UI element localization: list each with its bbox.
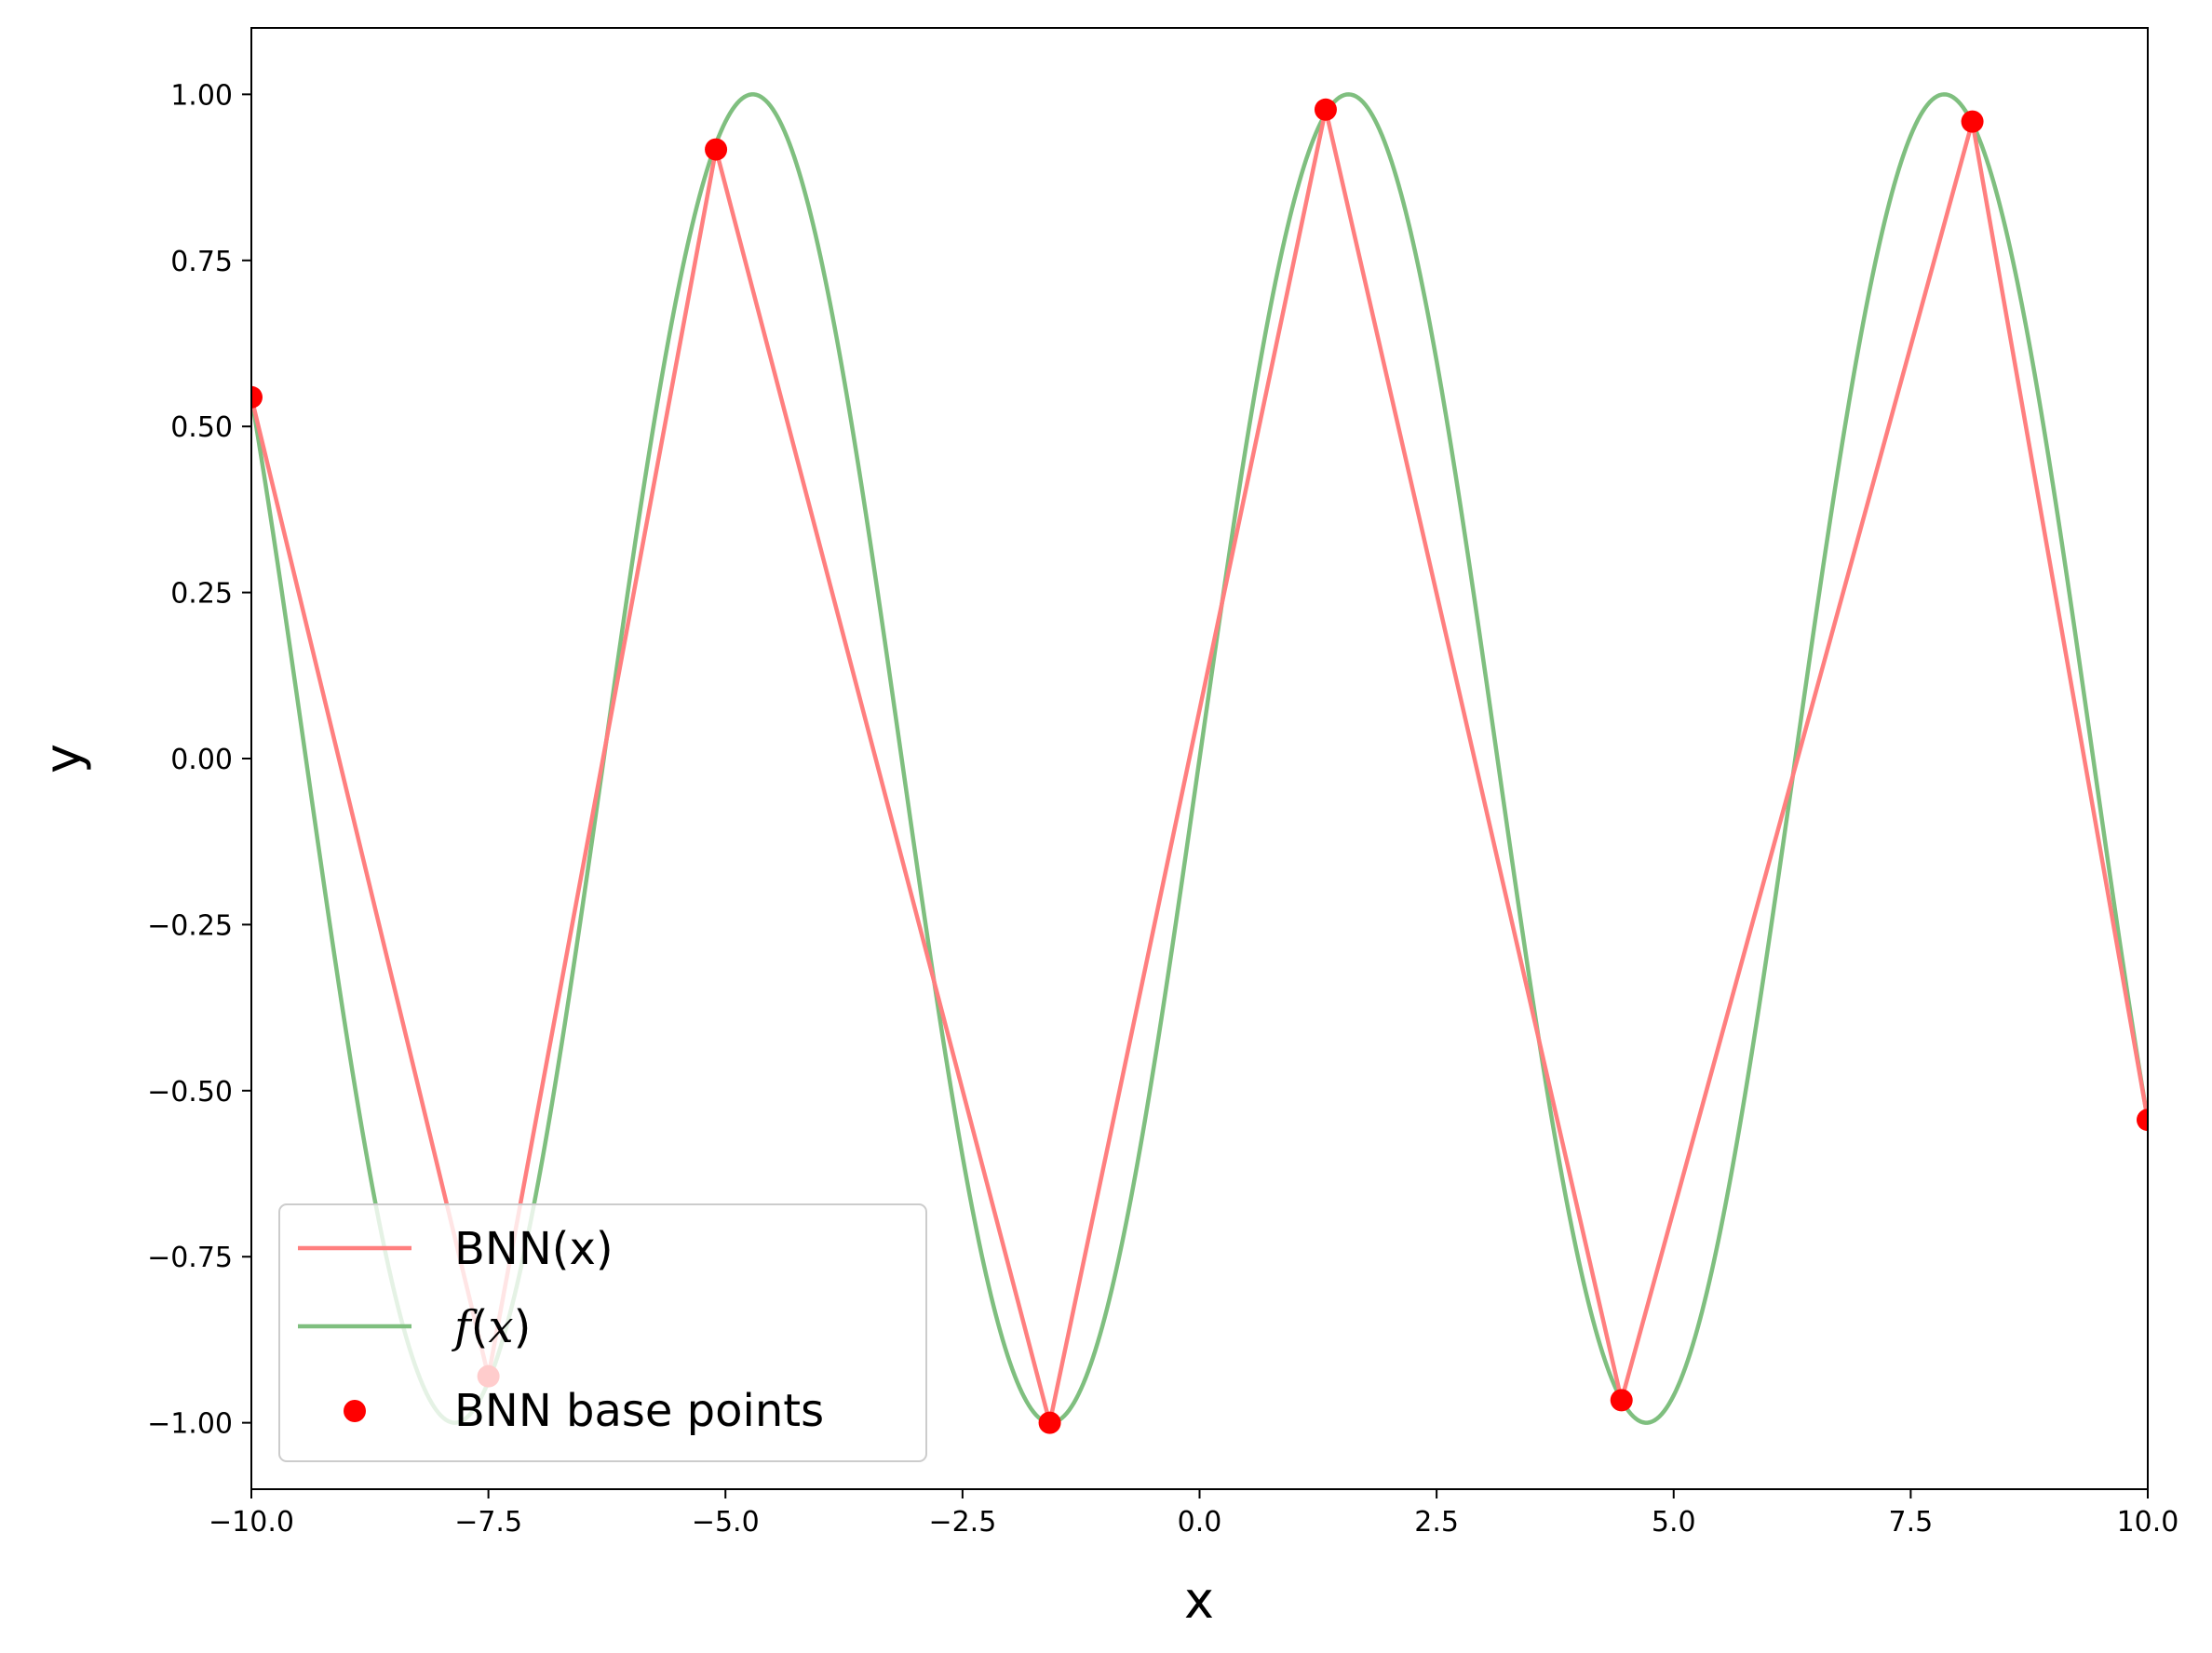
x-tick-label: −7.5 (454, 1506, 522, 1539)
y-tick-label: 0.00 (170, 744, 233, 776)
x-tick-label: 10.0 (2117, 1506, 2179, 1539)
legend-label-bnn: BNN(x) (454, 1223, 614, 1275)
y-tick-label: −0.25 (147, 909, 233, 942)
y-axis: 1.00 0.75 0.50 0.25 0.00 −0.25 −0.50 −0.75 −1.00 (147, 79, 251, 1441)
plot-area (251, 92, 2148, 1434)
x-axis-label: x (1184, 1571, 1214, 1630)
legend-box (278, 1203, 927, 1462)
y-tick-label: 0.75 (170, 246, 233, 278)
x-tick-label: −2.5 (928, 1506, 996, 1539)
base-point (1961, 110, 1984, 133)
legend: BNN(x) f(x) BNN base points (278, 1203, 927, 1462)
x-axis: −10.0 −7.5 −5.0 −2.5 0.0 2.5 5.0 7.5 10.0 (209, 1489, 2178, 1539)
base-point (1610, 1389, 1633, 1412)
series-line-bnn (251, 109, 2148, 1424)
x-tick-label: 2.5 (1414, 1506, 1459, 1539)
x-tick-label: 5.0 (1652, 1506, 1696, 1539)
y-axis-label: y (34, 744, 92, 773)
y-tick-label: 0.25 (170, 578, 233, 611)
base-point (251, 385, 263, 409)
legend-label-fx: f(x) (452, 1301, 531, 1353)
y-tick-label: −1.00 (147, 1408, 233, 1441)
y-tick-label: 0.50 (170, 411, 233, 444)
y-tick-label: −0.50 (147, 1076, 233, 1109)
legend-swatch-base-points (344, 1400, 366, 1422)
x-tick-label: −10.0 (209, 1506, 294, 1539)
x-tick-label: 7.5 (1889, 1506, 1934, 1539)
x-tick-label: −5.0 (692, 1506, 760, 1539)
legend-label-base-points: BNN base points (454, 1385, 824, 1437)
y-tick-label: −0.75 (147, 1242, 233, 1274)
x-tick-label: 0.0 (1178, 1506, 1222, 1539)
series-line-fx (251, 92, 2148, 1425)
base-point (1314, 98, 1337, 121)
base-point (1038, 1411, 1061, 1434)
y-tick-label: 1.00 (170, 79, 233, 112)
base-point (2137, 1109, 2148, 1132)
base-point (705, 138, 728, 161)
